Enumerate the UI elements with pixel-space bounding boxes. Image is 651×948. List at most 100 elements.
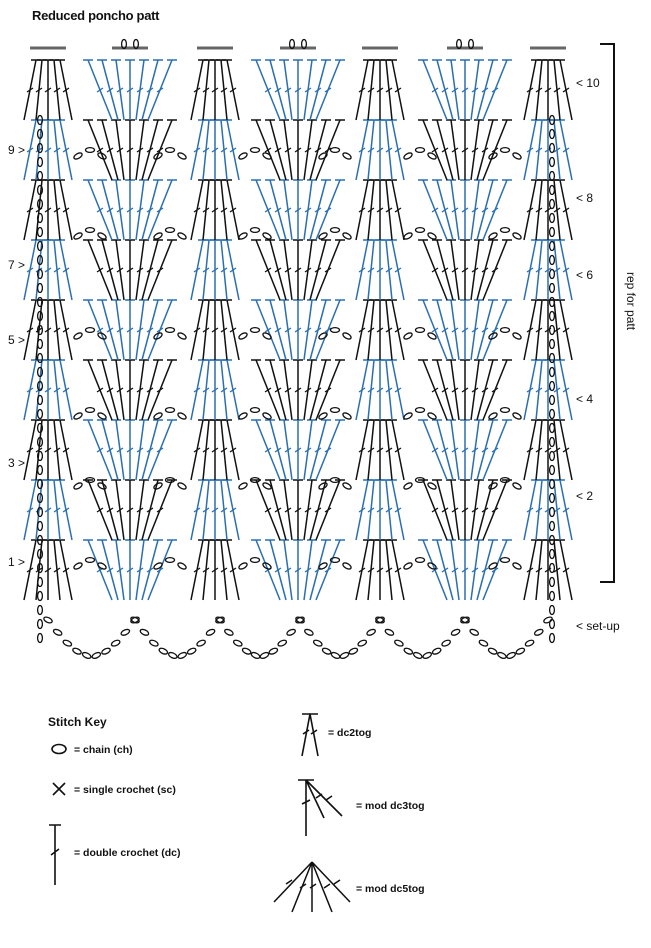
chain-stitch: [300, 38, 308, 50]
chain-stitch: [262, 152, 272, 160]
chain-stitch: [329, 556, 341, 564]
chain-stitch: [512, 562, 522, 570]
row-label-3: 3 >: [8, 456, 26, 470]
chain-stitch: [177, 152, 187, 160]
chain-stitch: [259, 651, 270, 659]
chain-stitch: [177, 562, 187, 570]
dc-bar: [535, 147, 543, 153]
chain-stitch: [36, 310, 44, 322]
repeat-bracket: [600, 43, 615, 583]
dc-bar: [202, 507, 210, 513]
dc-bar: [385, 447, 393, 453]
chain-stitch: [97, 412, 107, 420]
chain-stitch: [132, 38, 140, 50]
dc-bar: [44, 327, 52, 333]
dc-bar: [376, 387, 384, 393]
chain-stitch: [36, 604, 44, 616]
chain-stitch: [414, 476, 426, 484]
chain-stitch: [414, 406, 426, 414]
chain-stitch: [36, 198, 44, 210]
chain-stitch: [548, 422, 556, 434]
dc-bar: [284, 507, 292, 513]
chain-stitch: [36, 254, 44, 266]
chain-stitch: [497, 651, 507, 659]
chain-stitch: [164, 226, 176, 234]
dc-bar: [62, 567, 70, 573]
dc-bar: [126, 387, 134, 393]
chain-stitch: [467, 38, 475, 50]
chain-stitch: [215, 616, 225, 624]
dc-bar: [324, 87, 332, 93]
dc-bar: [294, 447, 302, 453]
chain-stitch: [36, 142, 44, 154]
chain-stitch: [241, 647, 252, 655]
dc-bar: [294, 387, 302, 393]
dc-bar: [136, 267, 144, 273]
dc-bar: [461, 507, 469, 513]
chain-stitch: [548, 212, 556, 224]
dc-bar: [106, 147, 114, 153]
chain-stitch: [36, 380, 44, 392]
dc-bar: [376, 147, 384, 153]
chain-stitch: [499, 326, 511, 334]
dc-bar: [62, 207, 70, 213]
dc-bar: [314, 267, 322, 273]
chain-stitch: [36, 464, 44, 476]
dc-bar: [62, 147, 70, 153]
chain-stitch: [499, 406, 511, 414]
dc-bar: [106, 207, 114, 213]
chain-stitch: [153, 482, 163, 490]
dc-bar: [193, 507, 201, 513]
dc-bar: [441, 387, 449, 393]
dc-bar: [324, 507, 332, 513]
chain-stitch: [499, 146, 511, 154]
dc-bar: [156, 507, 164, 513]
dc-bar: [376, 207, 384, 213]
dc-bar: [156, 267, 164, 273]
chain-stitch: [36, 618, 44, 630]
chain-stitch: [249, 146, 261, 154]
chain-stitch: [205, 628, 216, 636]
chain-stitch: [36, 156, 44, 168]
dc-bar: [62, 87, 70, 93]
chain-stitch: [36, 268, 44, 280]
dc-bar: [461, 387, 469, 393]
dc-bar: [544, 207, 552, 213]
dc-bar: [62, 507, 70, 513]
dc-bar: [53, 507, 61, 513]
chain-stitch: [277, 639, 288, 647]
chain-stitch: [232, 639, 243, 647]
chain-stitch: [164, 146, 176, 154]
dc-bar: [481, 147, 489, 153]
key-dc2tog-label: = dc2tog: [328, 727, 372, 739]
dc-bar: [62, 267, 70, 273]
dc-bar: [116, 207, 124, 213]
chain-stitch: [84, 556, 96, 564]
dc-bar: [461, 207, 469, 213]
chain-stitch: [238, 332, 248, 340]
chain-stitch: [36, 212, 44, 224]
chain-stitch: [548, 492, 556, 504]
dc-bar: [96, 507, 104, 513]
chain-stitch: [318, 152, 328, 160]
dc-bar: [274, 327, 282, 333]
dc-bar: [314, 447, 322, 453]
chain-stitch: [304, 628, 314, 636]
dc-bar: [116, 447, 124, 453]
dc-bar: [314, 507, 322, 513]
dc-bar: [264, 507, 272, 513]
dc-bar: [229, 447, 237, 453]
dc-bar: [562, 327, 570, 333]
chain-stitch: [548, 268, 556, 280]
dc-bar: [526, 507, 534, 513]
chain-stitch: [548, 408, 556, 420]
dc-bar: [96, 87, 104, 93]
chain-stitch: [414, 556, 426, 564]
chain-stitch: [224, 628, 234, 636]
dc-bar: [146, 147, 154, 153]
dc-bar: [553, 447, 561, 453]
dc-bar: [394, 507, 402, 513]
chain-stitch: [488, 412, 498, 420]
dc-bar: [294, 567, 302, 573]
chain-stitch: [250, 651, 261, 659]
